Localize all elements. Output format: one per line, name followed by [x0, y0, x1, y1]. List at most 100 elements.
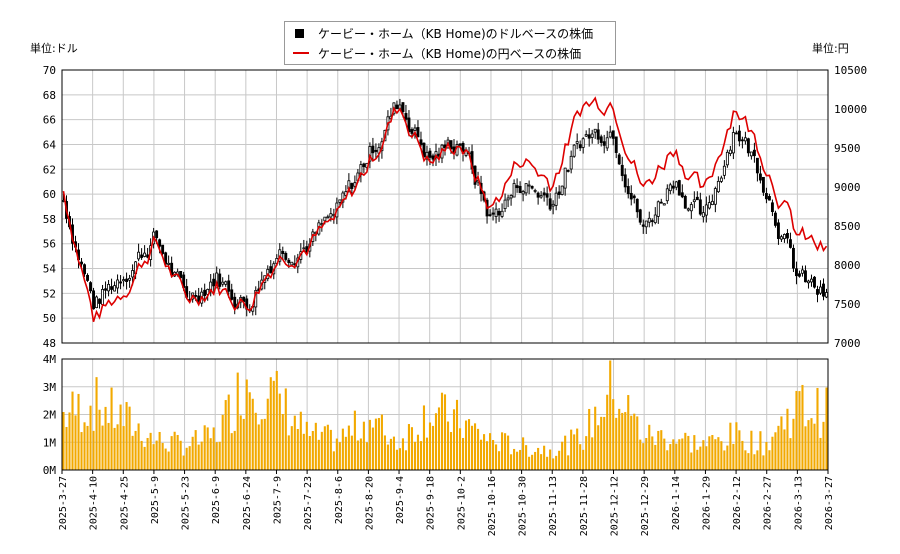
volume-bar: [678, 439, 681, 470]
candle-body: [404, 113, 408, 120]
volume-bar: [440, 392, 444, 470]
candle-body: [810, 278, 813, 283]
candle-body: [167, 262, 171, 265]
volume-bar: [615, 417, 618, 470]
candle-body: [764, 193, 768, 200]
candle-body: [737, 130, 741, 142]
candle-body: [290, 261, 294, 266]
volume-bar: [813, 423, 816, 470]
candle-body: [449, 140, 453, 150]
candle-body: [578, 144, 582, 149]
candle-body: [104, 288, 108, 291]
x-tick-label: 2025-8-20: [364, 476, 375, 530]
candle-body: [725, 151, 729, 166]
right-tick-label: 8000: [834, 259, 861, 272]
volume-bar: [167, 451, 170, 470]
candle-body: [233, 296, 237, 308]
volume-bar: [561, 441, 564, 470]
volume-tick-label: 2M: [43, 409, 57, 422]
volume-bar: [822, 421, 825, 470]
candle-body: [536, 192, 540, 198]
candle-body: [819, 286, 822, 294]
candle-body: [716, 180, 720, 193]
right-tick-label: 9500: [834, 142, 861, 155]
x-tick-label: 2026-3-27: [824, 476, 835, 530]
candle-body: [770, 202, 774, 213]
candle-body: [158, 239, 162, 247]
x-tick-label: 2025-10-30: [518, 476, 529, 536]
volume-bar: [573, 434, 576, 470]
volume-bar: [347, 425, 350, 470]
volume-bar: [555, 455, 558, 470]
volume-bar: [825, 387, 828, 470]
volume-bar: [804, 426, 807, 470]
candle-body: [779, 236, 783, 240]
volume-bar: [341, 428, 344, 470]
volume-bar: [221, 414, 224, 470]
volume-bar: [248, 392, 251, 470]
x-tick-label: 2025-5-23: [181, 476, 192, 530]
left-axis-unit: 単位:ドル: [30, 42, 78, 55]
volume-bar: [597, 425, 600, 470]
left-tick-label: 50: [43, 312, 56, 325]
volume-bar: [795, 390, 798, 470]
volume-bar: [437, 407, 441, 470]
volume-bar: [236, 372, 239, 470]
volume-bar: [789, 438, 792, 470]
volume-bar: [104, 406, 107, 470]
candle-body: [707, 202, 711, 209]
volume-bar: [194, 430, 197, 470]
candle-body: [785, 233, 789, 239]
volume-bar: [684, 432, 687, 470]
candle-body: [584, 134, 588, 137]
candle-body: [362, 163, 366, 168]
volume-bar: [482, 434, 486, 470]
candle-body: [281, 250, 285, 255]
candle-body: [798, 273, 801, 277]
candle-body: [458, 143, 462, 146]
candle-body: [416, 127, 420, 138]
candle-body: [563, 167, 567, 189]
candle-body: [143, 252, 147, 257]
left-tick-label: 60: [43, 188, 56, 201]
candle-body: [623, 174, 627, 188]
candle-body: [98, 298, 102, 304]
candle-body: [743, 137, 747, 142]
jpy-line-path: [62, 96, 828, 323]
candle-body: [503, 199, 507, 209]
volume-bar: [741, 440, 744, 470]
candle-body: [230, 289, 234, 300]
volume-bar: [305, 421, 308, 470]
candle-body: [524, 183, 528, 194]
volume-bar: [338, 442, 341, 470]
legend-label-jpy: ケービー・ホーム（KB Home)の円ベースの株価: [318, 46, 582, 61]
right-tick-label: 7000: [834, 337, 861, 350]
candle-body: [92, 290, 95, 310]
candle-body: [131, 270, 135, 278]
volume-bar: [146, 437, 149, 470]
candle-body: [644, 220, 648, 228]
candle-body: [371, 145, 375, 154]
volume-bar: [362, 421, 365, 470]
volume-bar: [816, 387, 819, 470]
x-tick-label: 2025-9-4: [395, 476, 406, 524]
candle-body: [515, 185, 519, 189]
volume-bar: [200, 441, 203, 470]
volume-bar: [528, 456, 531, 470]
jpy-price-line: [62, 96, 828, 323]
volume-bar: [567, 455, 570, 470]
candle-body: [161, 244, 165, 254]
volume-bar: [407, 424, 411, 470]
x-tick-label: 2025-11-13: [548, 476, 559, 536]
candle-body: [620, 164, 624, 176]
candle-body: [545, 193, 549, 198]
volume-bar: [86, 425, 89, 470]
candle-body: [218, 273, 222, 287]
volume-bar: [371, 427, 374, 470]
volume-bar: [780, 416, 783, 470]
x-tick-label: 2025-6-9: [211, 476, 222, 524]
volume-bar: [404, 450, 408, 470]
candle-body: [653, 214, 657, 224]
